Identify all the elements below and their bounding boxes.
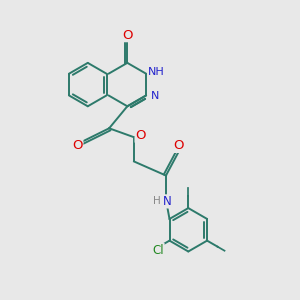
Text: O: O [173,140,184,152]
Text: O: O [135,129,146,142]
Text: N: N [151,92,159,101]
Text: O: O [122,28,133,42]
Text: Cl: Cl [152,244,164,256]
Text: NH: NH [148,67,165,77]
Text: N: N [163,195,172,208]
Text: O: O [72,140,83,152]
Text: H: H [152,196,160,206]
